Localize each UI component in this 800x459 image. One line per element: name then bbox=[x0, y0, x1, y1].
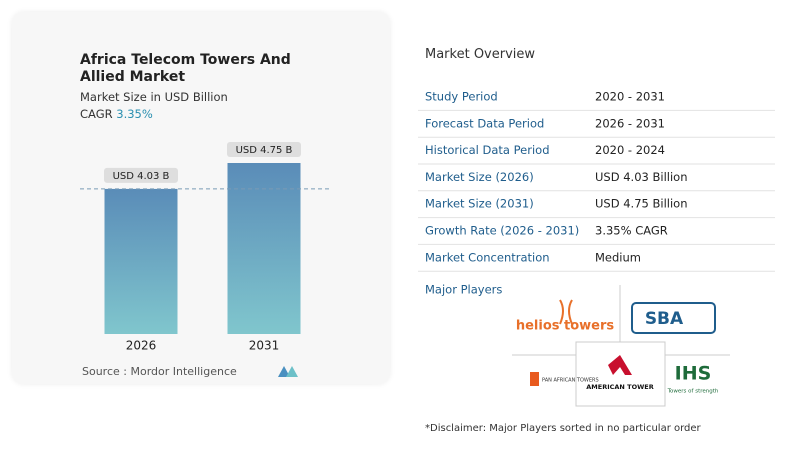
player-logo: IHS bbox=[675, 363, 712, 385]
cagr-label: CAGR bbox=[80, 107, 113, 121]
chart-title: Africa Telecom Towers And Allied Market bbox=[80, 52, 291, 85]
row-value: 3.35% CAGR bbox=[595, 224, 668, 238]
helios-logo bbox=[559, 299, 573, 325]
players-grid bbox=[512, 285, 730, 407]
chart-subtitle: Market Size in USD Billion bbox=[80, 90, 228, 104]
row-key: Forecast Data Period bbox=[425, 116, 544, 130]
source-logo bbox=[278, 366, 298, 377]
row-value: Medium bbox=[595, 250, 641, 264]
bar bbox=[227, 163, 301, 334]
value-label-box bbox=[104, 167, 178, 183]
row-value: 2020 - 2024 bbox=[595, 143, 665, 157]
row-key: Study Period bbox=[425, 90, 498, 104]
cagr-value: 3.35% bbox=[116, 107, 153, 121]
player-logo: helios towers bbox=[516, 319, 615, 334]
row-key: Growth Rate (2026 - 2031) bbox=[425, 224, 579, 238]
cagr: CAGR 3.35% bbox=[80, 107, 153, 121]
value-label: USD 4.75 B bbox=[236, 145, 293, 156]
row-key: Market Size (2031) bbox=[425, 197, 534, 211]
bar bbox=[104, 188, 178, 334]
pan-african-icon bbox=[530, 372, 539, 386]
row-value: 2020 - 2031 bbox=[595, 90, 665, 104]
overview-title: Market Overview bbox=[425, 47, 536, 62]
chart-card bbox=[12, 12, 390, 384]
player-logo: Towers of strength bbox=[667, 389, 719, 395]
sba-box bbox=[631, 302, 716, 334]
row-value: USD 4.75 Billion bbox=[595, 197, 687, 211]
row-value: USD 4.03 Billion bbox=[595, 170, 687, 184]
chart: Source : Mordor Intelligence USD 4.03 B 2… bbox=[80, 142, 330, 378]
value-label: USD 4.03 B bbox=[113, 171, 170, 182]
player-logo: PAN AFRICAN TOWERS bbox=[542, 378, 599, 384]
disclaimer: *Disclaimer: Major Players sorted in no … bbox=[425, 423, 702, 434]
x-tick-label: 2031 bbox=[249, 339, 280, 353]
players-title: Major Players bbox=[425, 283, 502, 297]
row-key: Market Size (2026) bbox=[425, 170, 534, 184]
value-label-box bbox=[227, 142, 301, 157]
x-tick-label: 2026 bbox=[126, 339, 157, 353]
row-key: Historical Data Period bbox=[425, 143, 550, 157]
american-tower-icon bbox=[608, 355, 632, 375]
player-logo: SBA bbox=[645, 309, 684, 329]
source: Source : Mordor Intelligence bbox=[82, 365, 237, 378]
row-key: Market Concentration bbox=[425, 250, 550, 264]
player-logo: AMERICAN TOWER bbox=[586, 383, 653, 391]
row-value: 2026 - 2031 bbox=[595, 116, 665, 130]
